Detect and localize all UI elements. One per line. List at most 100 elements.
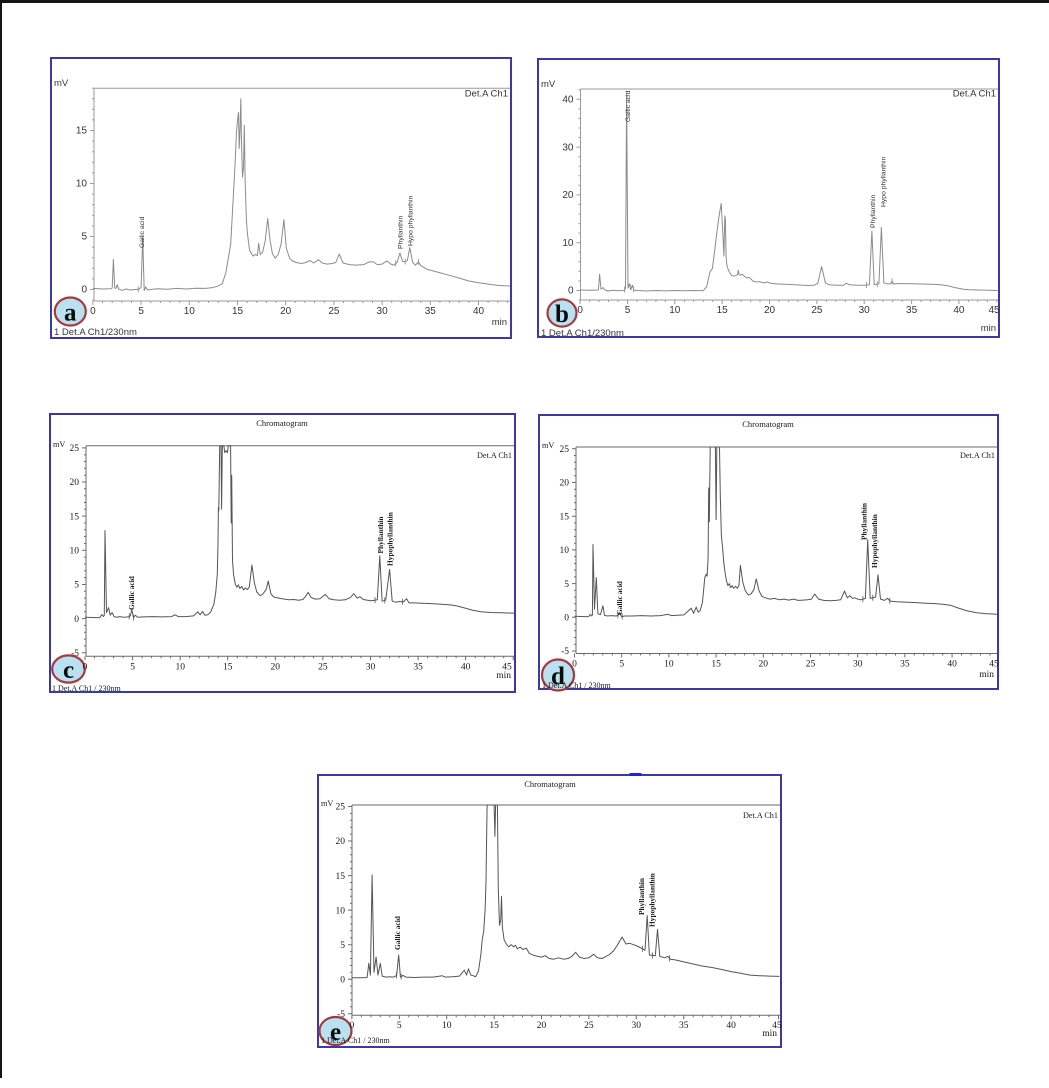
- svg-text:40: 40: [473, 306, 485, 317]
- svg-text:Hypophyllanthin: Hypophyllanthin: [385, 512, 394, 566]
- svg-text:15: 15: [232, 306, 244, 317]
- svg-text:20: 20: [759, 660, 769, 670]
- svg-text:5: 5: [625, 305, 631, 316]
- svg-text:25: 25: [560, 445, 570, 455]
- svg-text:25: 25: [584, 1021, 594, 1031]
- svg-text:35: 35: [900, 660, 910, 670]
- svg-text:15: 15: [560, 512, 570, 522]
- svg-text:15: 15: [711, 660, 721, 670]
- svg-text:25: 25: [328, 306, 340, 317]
- svg-text:15: 15: [717, 305, 729, 316]
- svg-text:20: 20: [280, 306, 292, 317]
- svg-text:Det.A Ch1: Det.A Ch1: [743, 811, 778, 820]
- svg-text:5: 5: [564, 580, 569, 590]
- svg-text:1 Det.A Ch1 / 230nm: 1 Det.A Ch1 / 230nm: [321, 1036, 390, 1045]
- svg-text:mV: mV: [54, 78, 69, 89]
- svg-text:10: 10: [664, 660, 674, 670]
- svg-text:45: 45: [502, 662, 512, 672]
- svg-text:-5: -5: [561, 647, 569, 657]
- svg-text:30: 30: [366, 662, 376, 672]
- svg-text:1 Det.A Ch1/230nm: 1 Det.A Ch1/230nm: [541, 328, 624, 339]
- svg-text:b: b: [555, 301, 569, 328]
- svg-text:Phyllanthin: Phyllanthin: [860, 503, 869, 540]
- svg-text:Phyllanthin: Phyllanthin: [637, 878, 646, 915]
- svg-text:0: 0: [572, 660, 577, 670]
- svg-text:10: 10: [560, 546, 570, 556]
- svg-text:-5: -5: [337, 1010, 345, 1020]
- svg-text:Hypophyllanthin: Hypophyllanthin: [870, 514, 879, 568]
- svg-text:c: c: [63, 657, 74, 684]
- svg-text:25: 25: [336, 803, 346, 813]
- svg-text:10: 10: [442, 1021, 452, 1031]
- svg-text:25: 25: [70, 444, 80, 454]
- svg-text:30: 30: [377, 306, 389, 317]
- svg-text:Det.A Ch1: Det.A Ch1: [477, 451, 512, 460]
- svg-text:e: e: [330, 1019, 341, 1046]
- svg-text:15: 15: [76, 126, 88, 137]
- svg-text:Hypo phyllanthin: Hypo phyllanthin: [881, 157, 888, 207]
- svg-text:45: 45: [772, 1021, 782, 1031]
- svg-text:20: 20: [271, 662, 281, 672]
- svg-text:0: 0: [90, 306, 96, 317]
- svg-text:Det.A Ch1: Det.A Ch1: [953, 89, 996, 100]
- svg-text:0: 0: [577, 305, 583, 316]
- svg-text:40: 40: [562, 95, 574, 106]
- svg-text:20: 20: [560, 479, 570, 489]
- svg-text:5: 5: [138, 306, 144, 317]
- svg-text:25: 25: [806, 660, 816, 670]
- svg-text:15: 15: [336, 872, 346, 882]
- svg-text:1 Det.A Ch1/230nm: 1 Det.A Ch1/230nm: [54, 327, 137, 338]
- svg-text:Hypo phyllanthin: Hypo phyllanthin: [408, 196, 415, 246]
- svg-text:Phyllanthin: Phyllanthin: [870, 195, 877, 228]
- svg-text:mV: mV: [321, 799, 333, 808]
- svg-text:30: 30: [562, 142, 574, 153]
- svg-text:0: 0: [568, 286, 574, 297]
- svg-text:0: 0: [81, 285, 87, 296]
- svg-text:1 Det.A Ch1 / 230nm: 1 Det.A Ch1 / 230nm: [52, 684, 121, 693]
- svg-text:20: 20: [764, 305, 776, 316]
- svg-text:Gallic acid: Gallic acid: [625, 90, 632, 122]
- svg-text:Gallic acid: Gallic acid: [127, 575, 136, 610]
- svg-text:min: min: [496, 671, 511, 681]
- svg-text:a: a: [64, 300, 77, 327]
- svg-text:25: 25: [318, 662, 328, 672]
- svg-text:Gallic acid: Gallic acid: [393, 915, 402, 950]
- svg-text:Chromatogram: Chromatogram: [256, 418, 308, 428]
- svg-text:40: 40: [461, 662, 471, 672]
- svg-text:5: 5: [340, 941, 345, 951]
- svg-text:5: 5: [397, 1021, 402, 1031]
- svg-text:10: 10: [336, 906, 346, 916]
- svg-text:Hypophyllanthin: Hypophyllanthin: [648, 873, 657, 927]
- svg-text:10: 10: [669, 305, 681, 316]
- svg-text:40: 40: [953, 305, 965, 316]
- svg-text:mV: mV: [541, 79, 556, 90]
- svg-text:10: 10: [562, 238, 574, 249]
- svg-text:25: 25: [811, 305, 823, 316]
- svg-text:20: 20: [537, 1021, 547, 1031]
- svg-text:10: 10: [184, 306, 196, 317]
- svg-text:0: 0: [83, 662, 88, 672]
- svg-text:30: 30: [632, 1021, 642, 1031]
- svg-text:Chromatogram: Chromatogram: [524, 779, 576, 789]
- svg-text:30: 30: [859, 305, 871, 316]
- svg-text:10: 10: [70, 547, 80, 557]
- svg-text:40: 40: [726, 1021, 736, 1031]
- svg-text:5: 5: [619, 660, 624, 670]
- svg-text:Chromatogram: Chromatogram: [742, 419, 794, 429]
- svg-text:35: 35: [906, 305, 918, 316]
- svg-text:10: 10: [175, 662, 185, 672]
- svg-text:0: 0: [350, 1021, 355, 1031]
- svg-text:min: min: [762, 1029, 777, 1039]
- svg-text:45: 45: [989, 660, 999, 670]
- svg-text:min: min: [981, 323, 996, 334]
- svg-text:20: 20: [336, 837, 346, 847]
- svg-text:1 Det.A Ch1 / 230nm: 1 Det.A Ch1 / 230nm: [542, 681, 611, 690]
- svg-text:Det.A Ch1: Det.A Ch1: [960, 451, 995, 460]
- svg-text:Phyllanthin: Phyllanthin: [398, 216, 405, 249]
- svg-text:-5: -5: [71, 649, 79, 659]
- svg-text:40: 40: [947, 660, 957, 670]
- svg-text:30: 30: [853, 660, 863, 670]
- svg-text:35: 35: [425, 306, 437, 317]
- svg-text:5: 5: [81, 232, 87, 243]
- svg-text:d: d: [551, 663, 565, 690]
